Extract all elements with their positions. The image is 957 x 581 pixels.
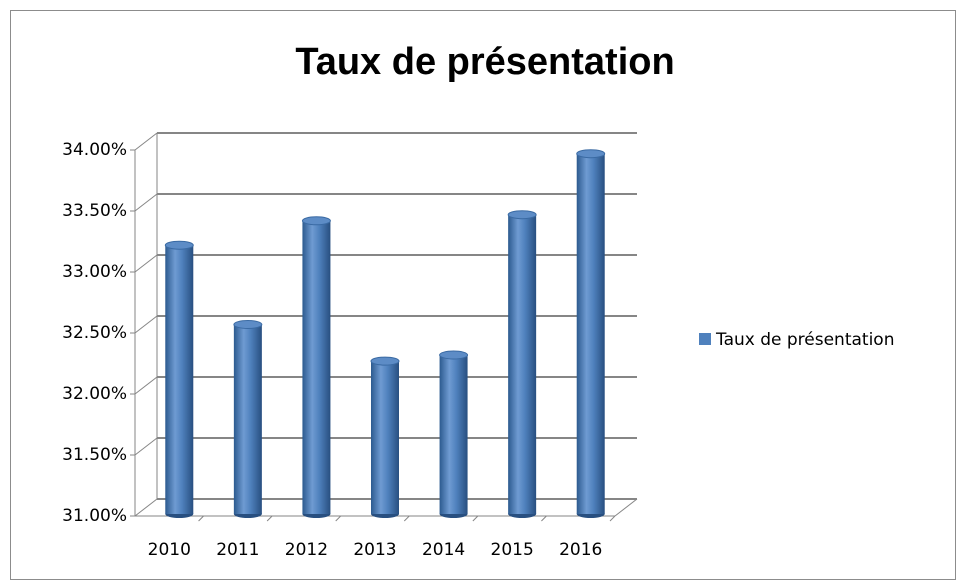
x-tick-label: 2016	[559, 540, 602, 560]
y-tick-label: 33.00%	[62, 262, 127, 282]
bar-top	[370, 356, 400, 366]
bar	[576, 153, 605, 514]
bar-top	[301, 216, 331, 226]
chart-border	[10, 10, 956, 580]
grid-line	[134, 376, 158, 395]
bar-top	[164, 240, 194, 250]
grid-line	[134, 254, 158, 273]
grid-line	[134, 193, 158, 212]
x-tick-label: 2010	[148, 540, 191, 560]
x-tick	[266, 515, 273, 522]
bar	[508, 214, 537, 514]
bar-top	[576, 149, 606, 159]
y-tick-label: 31.50%	[62, 445, 127, 465]
x-tick	[198, 515, 204, 522]
x-tick	[609, 515, 616, 522]
y-tick-label: 32.00%	[62, 384, 127, 404]
x-tick-label: 2014	[422, 540, 465, 560]
legend-label: Taux de présentation	[715, 330, 894, 350]
grid-line	[134, 498, 158, 517]
grid-line	[134, 132, 158, 151]
y-tick-label: 33.50%	[62, 201, 127, 221]
x-tick	[335, 515, 342, 522]
bar-top	[507, 210, 537, 220]
x-tick	[472, 515, 479, 522]
y-tick-label: 31.00%	[62, 506, 127, 526]
bar	[233, 324, 262, 514]
bar	[371, 361, 399, 514]
y-tick-label: 34.00%	[62, 140, 127, 160]
floor-line	[614, 498, 638, 517]
bar-top	[439, 350, 469, 360]
bar-top	[233, 320, 263, 329]
x-tick-label: 2011	[216, 540, 259, 560]
x-tick-label: 2012	[285, 540, 328, 560]
legend-swatch	[699, 333, 711, 345]
grid-line	[134, 315, 158, 334]
x-tick	[541, 515, 547, 522]
x-tick	[403, 515, 410, 522]
bar	[302, 220, 331, 515]
bar	[165, 245, 194, 514]
bar	[439, 355, 468, 514]
grid-line	[134, 437, 158, 456]
x-tick-label: 2013	[353, 540, 396, 560]
chart-title: Taux de présentation	[295, 41, 674, 83]
y-tick-label: 32.50%	[62, 323, 127, 343]
x-tick-label: 2015	[491, 540, 534, 560]
